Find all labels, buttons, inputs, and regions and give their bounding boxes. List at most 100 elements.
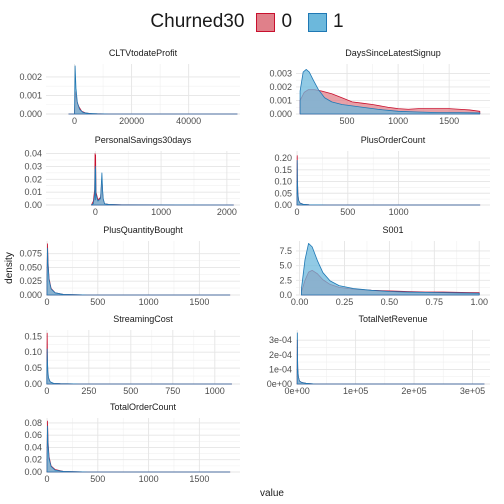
legend-label-0: 0 [281, 11, 293, 32]
y-tick-label: 0.02 [24, 455, 42, 465]
y-tick-label: 0.025 [19, 276, 42, 286]
x-tick-label: 1000 [139, 297, 159, 307]
y-tick-label: 0.00 [274, 200, 292, 210]
x-tick-label: 20000 [119, 116, 144, 126]
y-tick-label: 0.000 [19, 290, 42, 300]
panel-background [296, 330, 490, 384]
facet-panel: 0 500 1000 0.00 0.050.10 0.15 0.20 PlusOrderCou… [274, 135, 490, 217]
x-tick-label: 1000 [388, 116, 408, 126]
y-tick-label: 0.00 [24, 379, 42, 389]
x-tick-label: 2e+05 [401, 386, 426, 396]
y-tick-label: 0.05 [24, 363, 42, 373]
x-tick-label: 0 [44, 386, 49, 396]
x-tick-label: 1500 [189, 474, 209, 484]
x-tick-label: 0 [45, 474, 50, 484]
facet-panel: 0 250 500 750 1000 0.00 0.05 0.10 0.15 StreamingC… [24, 314, 240, 396]
y-tick-label: 0.02 [24, 174, 42, 184]
panel-background [46, 330, 240, 384]
facet-panel: 0 500 1000 1500 0.000 0.025 0.050 0.075 PlusQuan… [19, 225, 240, 307]
y-tick-label: 0.20 [274, 153, 292, 163]
y-tick-label: 7.5 [279, 246, 292, 256]
x-tick-label: 1.00 [470, 297, 488, 307]
y-tick-label: 0.10 [274, 177, 292, 187]
y-tick-label: 0.075 [19, 249, 42, 259]
facet-panel: 0 1000 2000 0.00 0.01 0.02 0.03 0.04 PersonalSav… [24, 135, 240, 217]
density-area-series-1 [46, 425, 231, 473]
facet-title: S001 [382, 225, 403, 235]
y-tick-label: 0.00 [24, 467, 42, 477]
facet-title: PlusOrderCount [361, 135, 426, 145]
x-tick-label: 1000 [205, 386, 225, 396]
x-tick-label: 0 [93, 207, 98, 217]
y-tick-label: 0.06 [24, 430, 42, 440]
density-area-series-1 [90, 166, 234, 206]
x-tick-label: 40000 [176, 116, 201, 126]
facet-title: StreamingCost [113, 314, 173, 324]
density-area-series-1 [46, 247, 231, 296]
y-tick-label: 0.002 [269, 82, 292, 92]
x-tick-label: 2000 [217, 207, 237, 217]
y-axis-title: density [4, 252, 15, 284]
y-tick-label: 0.01 [24, 187, 42, 197]
x-tick-label: 0 [295, 207, 300, 217]
x-tick-label: 0.50 [381, 297, 399, 307]
density-area-series-1 [296, 159, 481, 206]
facet-title: PlusQuantityBought [103, 225, 183, 235]
y-tick-label: 5.0 [279, 261, 292, 271]
legend-label-1: 1 [333, 11, 344, 32]
y-tick-label: 0.15 [24, 331, 42, 341]
density-area-series-1 [299, 69, 481, 115]
y-tick-label: 0.03 [24, 161, 42, 171]
y-tick-label: 0.000 [269, 109, 292, 119]
panel-background [46, 151, 240, 205]
x-tick-label: 500 [90, 297, 105, 307]
density-area-series-1 [68, 65, 238, 115]
facet-title: DaysSinceLatestSignup [345, 48, 441, 58]
x-tick-label: 0.25 [336, 297, 354, 307]
facet-panel: 500 1000 1500 0.000 0.001 0.002 0.003 DaysSince… [269, 48, 490, 126]
y-tick-label: 0.0 [279, 290, 292, 300]
legend-key-0 [256, 12, 276, 32]
y-tick-label: 3e-04 [269, 335, 292, 345]
x-tick-label: 250 [81, 386, 96, 396]
y-tick-label: 0.001 [19, 90, 42, 100]
density-area-series-1 [46, 348, 232, 385]
y-tick-label: 0.000 [19, 109, 42, 119]
x-tick-label: 0 [45, 297, 50, 307]
x-tick-label: 0.00 [291, 297, 309, 307]
y-tick-label: 2e-04 [269, 350, 292, 360]
facet-title: TotalNetRevenue [358, 314, 427, 324]
legend-title: Churned30 [150, 11, 245, 32]
x-tick-label: 500 [340, 116, 355, 126]
legend: Churned30 0 1 [0, 6, 504, 38]
y-tick-label: 2.5 [279, 275, 292, 285]
x-tick-label: 1000 [389, 207, 409, 217]
x-axis-title: value [260, 488, 284, 499]
x-tick-label: 0 [72, 116, 77, 126]
x-tick-label: 1000 [139, 474, 159, 484]
y-tick-label: 0.05 [274, 188, 292, 198]
x-tick-label: 1000 [151, 207, 171, 217]
legend-key-1 [308, 12, 328, 32]
y-tick-label: 0e+00 [267, 379, 292, 389]
y-tick-label: 0.08 [24, 418, 42, 428]
facet-panel: 0 500 1000 1500 0.00 0.02 0.04 0.06 0.08 TotalOrd… [24, 402, 240, 484]
y-tick-label: 0.10 [24, 347, 42, 357]
panel-background [296, 151, 490, 205]
facet-title: CLTVtodateProfit [109, 48, 178, 58]
x-tick-label: 3e+05 [460, 386, 485, 396]
facet-title: TotalOrderCount [110, 402, 177, 412]
panel-background [46, 241, 240, 295]
x-tick-label: 500 [123, 386, 138, 396]
facet-panel: 0.00 0.25 0.50 0.75 1.00 0.0 2.5 5.0 7.5 S001 [279, 225, 490, 307]
facet-panel: 0 20000 40000 0.000 0.001 0.002 CLTVtodateProf… [19, 48, 240, 126]
facet-title: PersonalSavings30days [95, 135, 192, 145]
x-tick-label: 750 [165, 386, 180, 396]
panel-background [46, 418, 240, 472]
x-tick-label: 500 [340, 207, 355, 217]
x-tick-label: 1e+05 [343, 386, 368, 396]
y-tick-label: 0.003 [269, 68, 292, 78]
y-tick-label: 0.15 [274, 165, 292, 175]
y-tick-label: 0.04 [24, 442, 42, 452]
